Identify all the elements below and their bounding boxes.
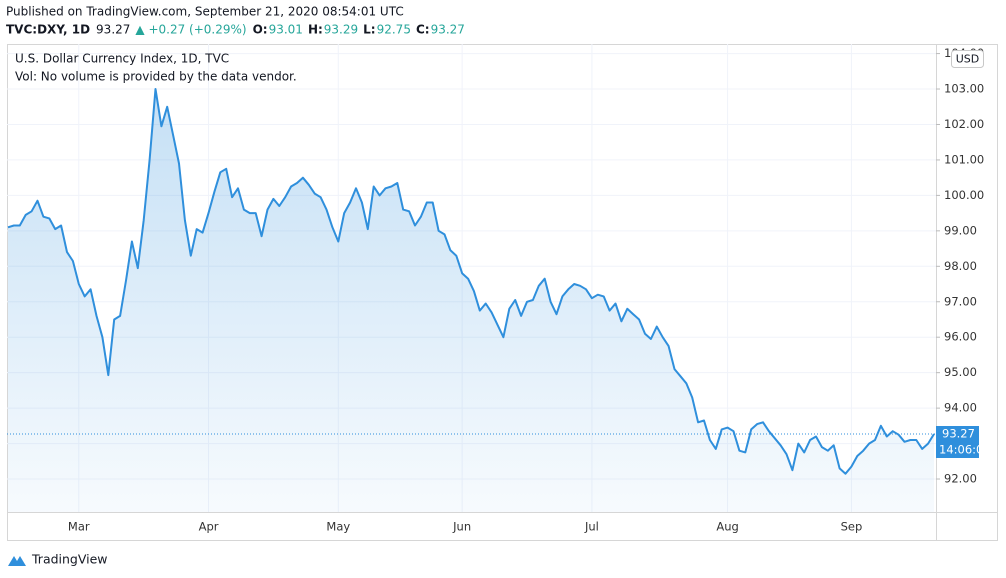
last-price-box bbox=[936, 426, 979, 458]
x-tick-label: Apr bbox=[199, 520, 219, 534]
chart-frame bbox=[7, 44, 998, 541]
area-fill bbox=[8, 89, 934, 512]
last-price-label: 93.27 bbox=[942, 427, 975, 441]
currency-badge[interactable] bbox=[951, 50, 984, 68]
header-text: L: bbox=[363, 23, 375, 37]
price-line bbox=[7, 88, 935, 475]
chart-subtitle: Vol: No volume is provided by the data v… bbox=[15, 70, 297, 84]
x-tick-label: Jun bbox=[452, 520, 471, 534]
y-tick-label: 94.00 bbox=[944, 401, 977, 415]
y-tick-label: 97.00 bbox=[944, 294, 977, 308]
x-tick-label: Mar bbox=[68, 520, 90, 534]
y-tick-label: 95.00 bbox=[944, 365, 977, 379]
header-text: ▲ +0.27 (+0.29%) bbox=[135, 23, 246, 37]
y-tick-label: 96.00 bbox=[944, 330, 977, 344]
x-tick-label: Sep bbox=[841, 520, 863, 534]
y-tick-label: 102.00 bbox=[944, 117, 984, 131]
y-tick-label: 98.00 bbox=[944, 259, 977, 273]
symbol-line: TVC:DXY, 1D 93.27 ▲ +0.27 (+0.29%) O: 93.01 H… bbox=[6, 23, 465, 37]
axes: 92.0093.0094.0095.0096.0097.0098.0099.00… bbox=[68, 46, 991, 533]
y-tick-label: 103.00 bbox=[944, 82, 984, 96]
brand: TradingView bbox=[31, 552, 108, 567]
x-tick-label: May bbox=[326, 520, 350, 534]
header-text: 93.27 bbox=[96, 23, 130, 37]
brand-logo bbox=[8, 556, 26, 566]
x-tick-label: Jul bbox=[584, 520, 599, 534]
plot bbox=[7, 88, 936, 512]
y-tick-label: 99.00 bbox=[944, 223, 977, 237]
header-text: 93.29 bbox=[324, 23, 358, 37]
published: Published on TradingView.com, September … bbox=[6, 5, 404, 19]
y-tick-label: 101.00 bbox=[944, 152, 984, 166]
chart-title: U.S. Dollar Currency Index, 1D, TVC bbox=[15, 52, 229, 66]
x-tick-label: Aug bbox=[716, 520, 738, 534]
header-text: 93.01 bbox=[269, 23, 303, 37]
header-text: C: bbox=[416, 23, 430, 37]
header-text: 92.75 bbox=[377, 23, 411, 37]
header-text: 93.27 bbox=[431, 23, 465, 37]
y-tick-label: 92.00 bbox=[944, 472, 977, 486]
header-text: O: bbox=[253, 23, 268, 37]
header-text: TVC:DXY, 1D bbox=[6, 23, 90, 37]
currency-label: USD bbox=[956, 53, 980, 66]
header-text: H: bbox=[308, 23, 323, 37]
countdown: 14:06:01 bbox=[939, 443, 991, 457]
y-tick-label: 100.00 bbox=[944, 188, 984, 202]
